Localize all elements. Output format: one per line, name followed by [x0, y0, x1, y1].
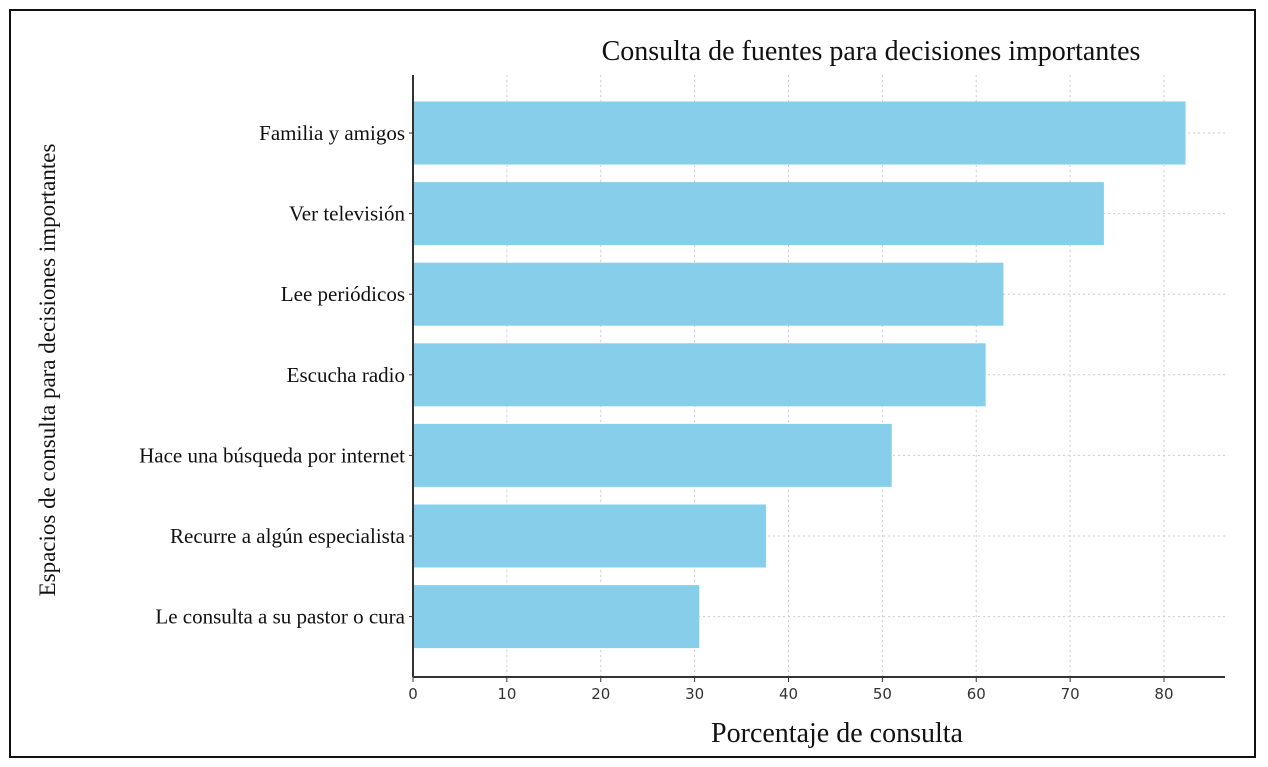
- bar: [413, 101, 1186, 165]
- bar: [413, 343, 986, 407]
- category-label: Escucha radio: [287, 363, 405, 387]
- axes: 0 10 20 30 40 50 60 70 80: [408, 75, 1225, 703]
- category-label: Familia y amigos: [259, 121, 405, 145]
- x-tick-label: 10: [497, 685, 516, 703]
- labels: Familia y amigos Ver televisión Lee periód…: [139, 121, 406, 629]
- bar: [413, 423, 892, 487]
- category-label: Recurre a algún especialista: [170, 524, 406, 548]
- x-axis-label: Porcentaje de consulta: [711, 718, 963, 749]
- chart-title: Consulta de fuentes para decisiones impo…: [602, 36, 1141, 67]
- chart-frame: [9, 9, 1256, 758]
- x-tick-label: 60: [967, 685, 986, 703]
- y-axis-label: Espacios de consulta para decisiones imp…: [35, 144, 60, 597]
- category-label: Lee periódicos: [281, 282, 405, 306]
- x-tick-label: 70: [1061, 685, 1080, 703]
- category-label: Ver televisión: [289, 202, 406, 226]
- bars: [413, 101, 1186, 649]
- bar: [413, 182, 1104, 246]
- category-label: Le consulta a su pastor o cura: [155, 605, 405, 629]
- category-label: Hace una búsqueda por internet: [139, 443, 405, 467]
- bar: [413, 585, 700, 649]
- x-tick-label: 40: [779, 685, 798, 703]
- x-tick-label: 0: [408, 685, 418, 703]
- bar: [413, 504, 766, 568]
- x-tick-label: 20: [591, 685, 610, 703]
- x-tick-label: 50: [873, 685, 892, 703]
- x-tick-label: 30: [685, 685, 704, 703]
- bar: [413, 262, 1004, 326]
- x-tick-label: 80: [1154, 685, 1173, 703]
